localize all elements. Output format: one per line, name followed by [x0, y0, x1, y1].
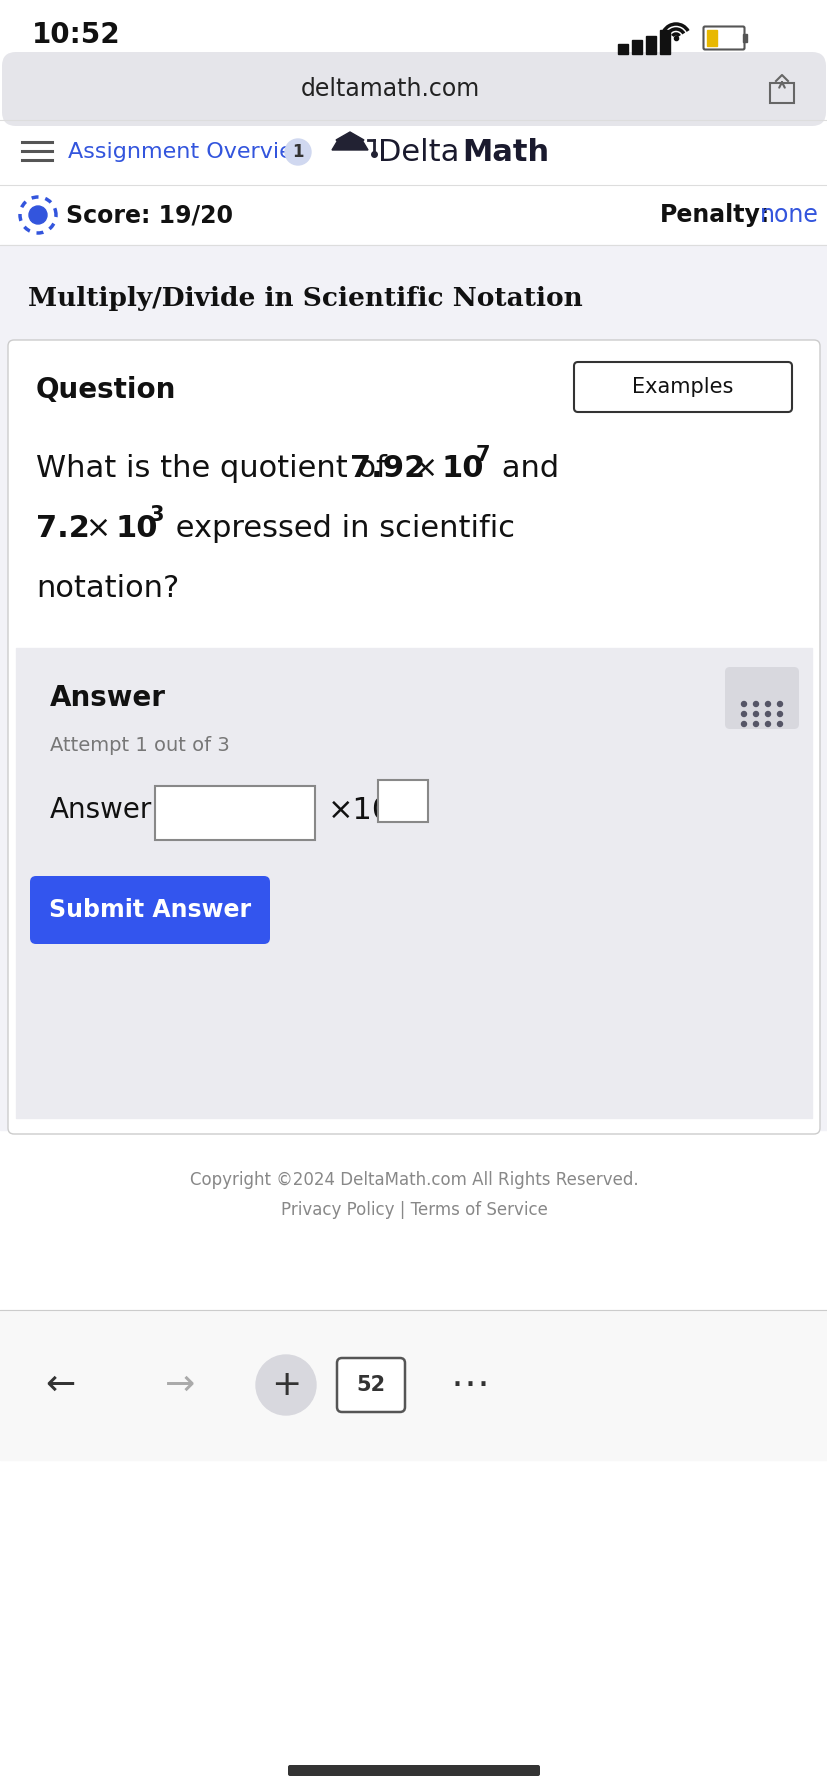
- Text: 10:52: 10:52: [32, 22, 121, 48]
- Text: ×: ×: [403, 453, 447, 482]
- Text: 7: 7: [476, 444, 490, 464]
- Polygon shape: [336, 133, 364, 149]
- Bar: [617, 45, 627, 54]
- Text: notation?: notation?: [36, 573, 179, 602]
- Text: and: and: [491, 453, 558, 482]
- Text: Penalty:: Penalty:: [659, 202, 769, 228]
- Bar: [155, 787, 314, 840]
- Text: 10: 10: [442, 453, 484, 482]
- Circle shape: [741, 711, 746, 717]
- Bar: [645, 36, 655, 54]
- Text: Score: 19/20: Score: 19/20: [66, 202, 232, 228]
- Text: Attempt 1 out of 3: Attempt 1 out of 3: [50, 735, 229, 754]
- Bar: [742, 34, 746, 41]
- Circle shape: [29, 206, 47, 224]
- Text: 10: 10: [116, 514, 158, 543]
- FancyBboxPatch shape: [337, 1358, 404, 1412]
- Text: →: →: [165, 1367, 195, 1401]
- Text: 1: 1: [292, 143, 304, 161]
- Bar: [706, 30, 716, 47]
- Text: expressed in scientific: expressed in scientific: [165, 514, 514, 543]
- Text: ←: ←: [45, 1367, 75, 1401]
- Circle shape: [777, 711, 782, 717]
- Text: 52: 52: [356, 1374, 385, 1394]
- Text: Assignment Overview: Assignment Overview: [68, 142, 311, 161]
- Circle shape: [777, 722, 782, 726]
- Bar: [769, 82, 793, 102]
- Text: Delta: Delta: [378, 138, 459, 167]
- Bar: [0, 246, 827, 380]
- Text: deltamath.com: deltamath.com: [300, 77, 479, 100]
- Text: Answer:: Answer:: [50, 796, 161, 824]
- Circle shape: [765, 701, 770, 706]
- Text: Submit Answer: Submit Answer: [49, 898, 251, 923]
- FancyBboxPatch shape: [573, 362, 791, 412]
- Bar: [631, 39, 641, 54]
- Bar: [16, 649, 811, 1118]
- Bar: [0, 1310, 827, 1460]
- Text: Math: Math: [461, 138, 548, 167]
- FancyBboxPatch shape: [30, 876, 270, 944]
- Circle shape: [765, 722, 770, 726]
- Circle shape: [284, 140, 311, 165]
- Text: 7.2: 7.2: [36, 514, 90, 543]
- Text: ×10: ×10: [327, 796, 392, 824]
- FancyBboxPatch shape: [703, 27, 743, 50]
- FancyBboxPatch shape: [724, 667, 798, 729]
- Circle shape: [765, 711, 770, 717]
- FancyBboxPatch shape: [288, 1765, 539, 1776]
- Polygon shape: [332, 140, 367, 151]
- Circle shape: [753, 701, 758, 706]
- Circle shape: [741, 722, 746, 726]
- Bar: [659, 30, 669, 54]
- Text: +: +: [270, 1367, 301, 1401]
- FancyBboxPatch shape: [2, 52, 825, 125]
- Text: ×: ×: [76, 514, 121, 543]
- Circle shape: [741, 701, 746, 706]
- Text: Examples: Examples: [632, 376, 733, 398]
- Text: What is the quotient of: What is the quotient of: [36, 453, 396, 482]
- Text: Privacy Policy | Terms of Service: Privacy Policy | Terms of Service: [280, 1201, 547, 1219]
- Circle shape: [753, 711, 758, 717]
- Bar: [378, 780, 428, 823]
- Circle shape: [777, 701, 782, 706]
- Text: Answer: Answer: [50, 685, 165, 711]
- Text: none: none: [759, 202, 818, 228]
- Text: 7.92: 7.92: [350, 453, 425, 482]
- FancyBboxPatch shape: [8, 340, 819, 1134]
- FancyBboxPatch shape: [16, 66, 811, 111]
- Bar: [0, 339, 827, 1131]
- Text: ⋯: ⋯: [450, 1366, 489, 1403]
- Circle shape: [256, 1355, 316, 1416]
- Text: Copyright ©2024 DeltaMath.com All Rights Reserved.: Copyright ©2024 DeltaMath.com All Rights…: [189, 1170, 638, 1190]
- Text: Question: Question: [36, 376, 176, 403]
- Text: 3: 3: [150, 505, 165, 525]
- Circle shape: [753, 722, 758, 726]
- Text: Multiply/Divide in Scientific Notation: Multiply/Divide in Scientific Notation: [28, 285, 582, 310]
